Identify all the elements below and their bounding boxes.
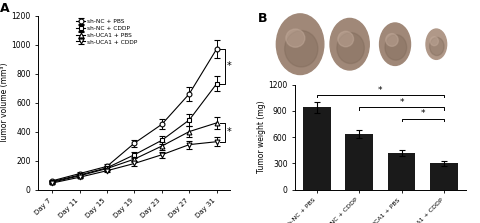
Text: *: * xyxy=(226,61,231,71)
Ellipse shape xyxy=(426,29,446,59)
Ellipse shape xyxy=(330,19,369,70)
Ellipse shape xyxy=(380,23,410,65)
Ellipse shape xyxy=(430,37,444,56)
Ellipse shape xyxy=(285,31,318,67)
Ellipse shape xyxy=(337,33,364,64)
Ellipse shape xyxy=(386,34,398,46)
Text: *: * xyxy=(378,86,383,95)
Ellipse shape xyxy=(286,29,305,47)
Bar xyxy=(346,134,373,190)
Y-axis label: Tumor volume (mm³): Tumor volume (mm³) xyxy=(0,62,9,143)
Text: A: A xyxy=(0,2,10,15)
Ellipse shape xyxy=(430,37,438,46)
Bar xyxy=(430,163,458,190)
Bar xyxy=(388,153,415,190)
Y-axis label: Tumor weight (mg): Tumor weight (mg) xyxy=(256,101,265,173)
Text: *: * xyxy=(226,127,231,137)
Ellipse shape xyxy=(276,14,324,74)
Ellipse shape xyxy=(385,35,407,60)
Bar xyxy=(303,107,331,190)
Text: *: * xyxy=(420,109,425,118)
Text: B: B xyxy=(258,12,267,25)
Text: *: * xyxy=(399,98,404,107)
Legend: sh-NC + PBS, sh-NC + CDDP, sh-UCA1 + PBS, sh-UCA1 + CDDP: sh-NC + PBS, sh-NC + CDDP, sh-UCA1 + PBS… xyxy=(76,19,138,45)
Ellipse shape xyxy=(338,31,354,47)
